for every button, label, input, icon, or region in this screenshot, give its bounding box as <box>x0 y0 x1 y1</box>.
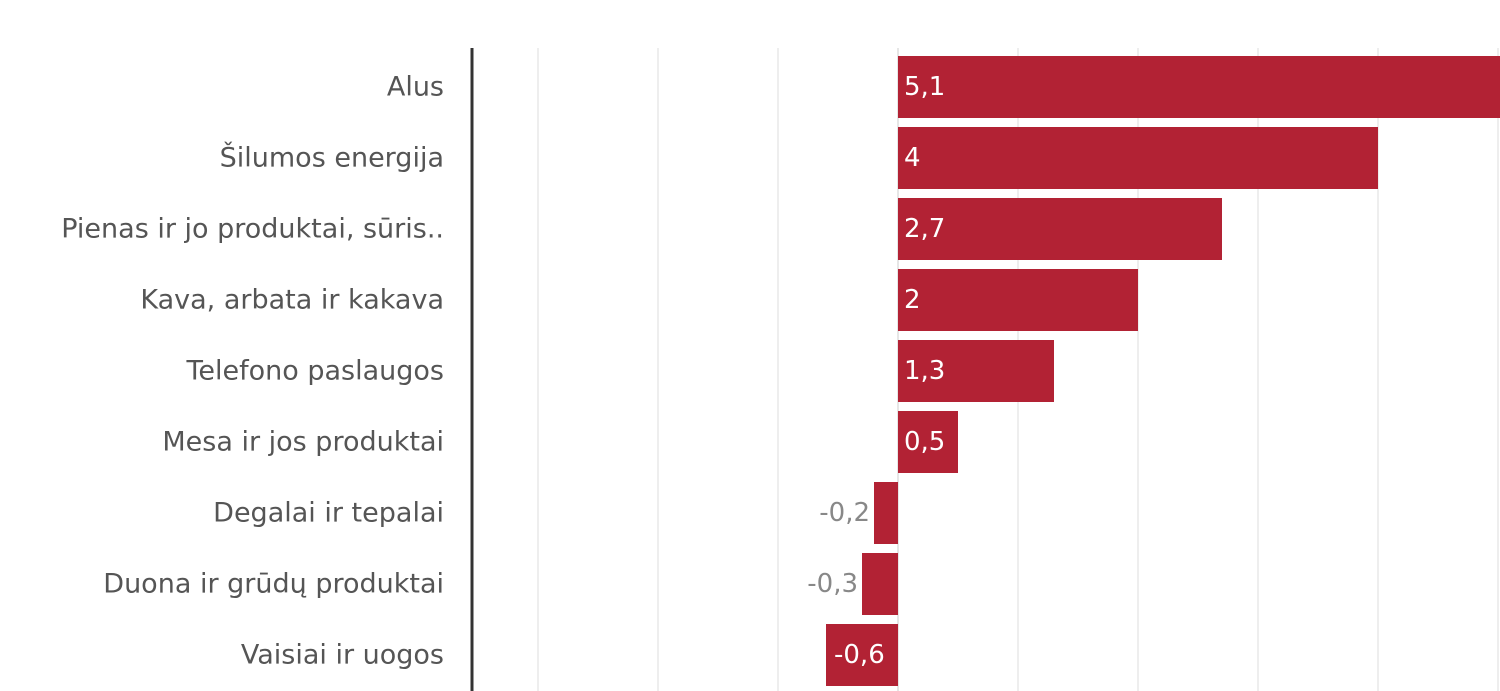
category-label: Šilumos energija <box>220 142 444 174</box>
bar <box>862 553 898 615</box>
value-label: 0,5 <box>904 427 945 457</box>
bar <box>898 198 1222 260</box>
bar <box>826 624 898 686</box>
category-label: Vaisiai ir uogos <box>241 640 444 671</box>
category-label: Pienas ir jo produktai, sūris.. <box>61 214 444 245</box>
value-labels: 5,1 4 2,7 2 1,3 0,5 -0,2 -0,3 -0,6 <box>807 72 945 670</box>
category-label: Mesa ir jos produktai <box>162 427 444 458</box>
bar <box>898 411 958 473</box>
value-label: 2 <box>904 285 921 315</box>
bars <box>826 56 1500 686</box>
value-label: 1,3 <box>904 356 945 386</box>
bar <box>898 269 1138 331</box>
category-label: Kava, arbata ir kakava <box>140 285 444 316</box>
category-label: Duona ir grūdų produktai <box>103 569 444 600</box>
value-label: -0,6 <box>834 640 885 670</box>
category-label: Telefono paslaugos <box>185 356 444 387</box>
bar <box>898 56 1500 118</box>
category-label: Degalai ir tepalai <box>213 498 444 529</box>
value-label: -0,2 <box>819 498 870 528</box>
category-label: Alus <box>387 72 444 103</box>
value-label: -0,3 <box>807 569 858 599</box>
bar <box>874 482 898 544</box>
value-label: 5,1 <box>904 72 945 102</box>
value-label: 4 <box>904 143 921 173</box>
category-labels: Alus Šilumos energija Pienas ir jo produkt… <box>61 72 444 671</box>
bar <box>898 127 1378 189</box>
value-label: 2,7 <box>904 214 945 244</box>
bar <box>898 340 1054 402</box>
